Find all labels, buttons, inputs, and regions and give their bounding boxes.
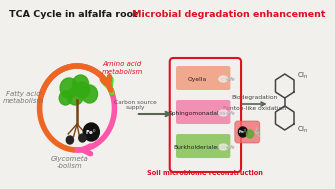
- Circle shape: [79, 134, 86, 142]
- Text: Oyella: Oyella: [188, 77, 207, 82]
- FancyBboxPatch shape: [176, 100, 230, 124]
- Text: Sphingomonadales: Sphingomonadales: [169, 111, 226, 116]
- Ellipse shape: [219, 144, 228, 150]
- Text: Glycometa
-bolism: Glycometa -bolism: [51, 155, 89, 169]
- Text: Cl$_n$: Cl$_n$: [297, 125, 309, 135]
- Text: Amino acid
metabolism: Amino acid metabolism: [102, 61, 143, 74]
- Circle shape: [66, 136, 73, 144]
- Text: Burkholderiales: Burkholderiales: [174, 145, 221, 150]
- Circle shape: [59, 91, 72, 105]
- FancyBboxPatch shape: [176, 66, 230, 90]
- FancyBboxPatch shape: [176, 134, 230, 158]
- Ellipse shape: [219, 110, 228, 116]
- Circle shape: [81, 85, 97, 103]
- Circle shape: [239, 127, 247, 137]
- FancyBboxPatch shape: [235, 121, 260, 143]
- Circle shape: [83, 123, 99, 141]
- Text: Fe$^0$: Fe$^0$: [238, 127, 248, 137]
- Circle shape: [247, 130, 254, 138]
- Text: Soil microbiome reconstruction: Soil microbiome reconstruction: [147, 170, 263, 176]
- Text: Fenton-like oxidation: Fenton-like oxidation: [223, 105, 286, 111]
- Text: Microbial degradation enhancement: Microbial degradation enhancement: [132, 10, 325, 19]
- Circle shape: [60, 78, 78, 98]
- Text: Cl$_n$: Cl$_n$: [297, 71, 309, 81]
- Text: Fe$^0$: Fe$^0$: [85, 127, 97, 137]
- Text: Carbon source
supply: Carbon source supply: [115, 100, 157, 110]
- Ellipse shape: [219, 76, 228, 82]
- Text: Fatty acid
metabolism: Fatty acid metabolism: [3, 91, 44, 104]
- Text: TCA Cycle in alfalfa root: TCA Cycle in alfalfa root: [9, 10, 138, 19]
- Circle shape: [73, 75, 89, 93]
- Circle shape: [67, 87, 83, 105]
- Text: Biodegradation: Biodegradation: [231, 94, 278, 99]
- Circle shape: [75, 82, 89, 98]
